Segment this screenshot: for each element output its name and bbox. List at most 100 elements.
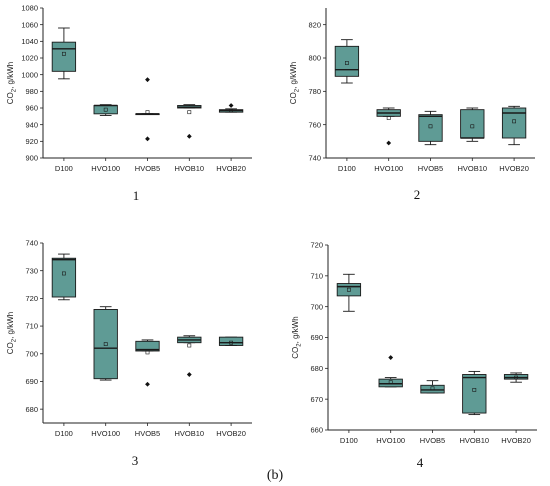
box-iqr (93, 309, 118, 380)
y-tick-label: 940 (25, 120, 38, 129)
box-HVOB5 (420, 380, 445, 394)
outlier-point (186, 372, 192, 377)
outlier-point (186, 133, 192, 139)
box-D100 (334, 39, 360, 84)
x-tick-label: D100 (55, 164, 73, 173)
outlier-point (145, 381, 150, 387)
x-tick-label: HVOB20 (216, 164, 246, 173)
y-tick-label: 1020 (21, 54, 38, 63)
box-D100 (51, 27, 77, 80)
x-tick-label: HVOB5 (418, 164, 443, 173)
y-tick-label: 820 (308, 20, 321, 29)
panel-label: 2 (414, 187, 421, 202)
mean-marker (472, 388, 477, 392)
panel-label: 4 (417, 455, 424, 470)
y-axis-label: CO2, g/kWh (291, 316, 303, 358)
x-tick-label: HVOB10 (457, 164, 487, 173)
x-tick-label: HVOB20 (501, 436, 531, 445)
panel-1: 900 920 940 960 980 1000 1020 1040 1060 1080 CO2, … (6, 4, 252, 203)
x-tick-label: HVOB20 (499, 164, 529, 173)
mean-marker (103, 107, 108, 112)
box-iqr (503, 374, 529, 380)
x-tick-label: HVO100 (376, 436, 405, 445)
mean-marker (61, 271, 66, 276)
y-axis-label: CO2, g/kWh (289, 62, 301, 104)
box-iqr (420, 384, 445, 394)
mean-marker (514, 375, 519, 380)
y-axis-label-unit: , g/kWh (289, 62, 298, 89)
box-HVOB10 (177, 335, 202, 377)
outlier-point (145, 77, 150, 83)
mean-marker (470, 124, 475, 129)
box-D100 (336, 273, 362, 312)
y-axis-label-unit: , g/kWh (6, 62, 15, 89)
box-iqr (462, 374, 487, 414)
x-tick-label: D100 (55, 429, 73, 438)
mean-marker (229, 340, 234, 345)
box-HVOB5 (418, 110, 443, 146)
y-tick-label: 960 (25, 104, 38, 113)
mean-marker (187, 110, 192, 115)
box-iqr (378, 378, 403, 388)
y-tick-label: 800 (308, 54, 321, 63)
y-tick-label: 710 (310, 271, 323, 280)
y-axis-label: CO2, g/kWh (6, 62, 18, 104)
x-tick-label: D100 (340, 436, 358, 445)
y-tick-label: 670 (310, 395, 323, 404)
x-tick-label: HVOB10 (174, 164, 204, 173)
y-tick-label: 920 (25, 137, 38, 146)
mean-marker (430, 386, 435, 391)
mean-marker (428, 124, 433, 129)
outlier-point (145, 136, 150, 142)
box-HVOB20 (218, 103, 244, 113)
mean-marker (512, 119, 517, 124)
y-tick-label: 730 (25, 266, 38, 275)
box-iqr (51, 41, 77, 72)
y-tick-label: 900 (25, 154, 38, 163)
x-tick-label: HVO100 (374, 164, 403, 173)
y-axis-label-unit: , g/kWh (6, 312, 15, 339)
y-tick-label: 720 (25, 294, 38, 303)
y-axis-label-sub: 2 (295, 88, 301, 92)
y-tick-label: 980 (25, 87, 38, 96)
x-tick-label: HVO100 (91, 164, 120, 173)
mean-marker (388, 380, 393, 385)
y-tick-label: 700 (310, 302, 323, 311)
x-tick-label: HVOB10 (459, 436, 489, 445)
y-axis-label-main: CO (6, 92, 15, 104)
mean-marker (145, 350, 150, 355)
y-tick-label: 720 (310, 241, 323, 250)
y-tick-label: 740 (25, 239, 38, 248)
y-tick-label: 680 (25, 405, 38, 414)
box-iqr (336, 283, 362, 297)
y-axis-label-main: CO (289, 92, 298, 104)
box-HVOB10 (177, 104, 202, 139)
mean-marker (187, 343, 192, 348)
y-tick-label: 740 (308, 154, 321, 163)
x-tick-label: HVOB5 (135, 164, 160, 173)
y-axis-label-unit: , g/kWh (291, 316, 300, 343)
box-HVOB20 (501, 105, 527, 146)
outlier-point (228, 103, 234, 108)
y-tick-label: 1000 (21, 70, 38, 79)
mean-marker (145, 110, 150, 115)
panel-label: 1 (133, 188, 140, 203)
x-tick-label: D100 (338, 164, 356, 173)
x-tick-label: HVOB10 (174, 429, 204, 438)
y-axis-label: CO2, g/kWh (6, 312, 18, 354)
mean-marker (229, 108, 234, 113)
mean-marker (61, 51, 66, 56)
outlier-point (388, 355, 394, 360)
box-HVOB10 (462, 370, 487, 416)
y-tick-label: 710 (25, 322, 38, 331)
x-tick-label: HVO100 (91, 429, 120, 438)
x-tick-label: HVOB5 (420, 436, 445, 445)
y-axis-label-main: CO (291, 347, 300, 359)
mean-marker (344, 61, 349, 65)
y-tick-label: 690 (310, 333, 323, 342)
box-D100 (51, 253, 77, 301)
panels-group: 90092094096098010001020104010601080CO2, … (6, 4, 537, 470)
y-tick-label: 690 (25, 377, 38, 386)
